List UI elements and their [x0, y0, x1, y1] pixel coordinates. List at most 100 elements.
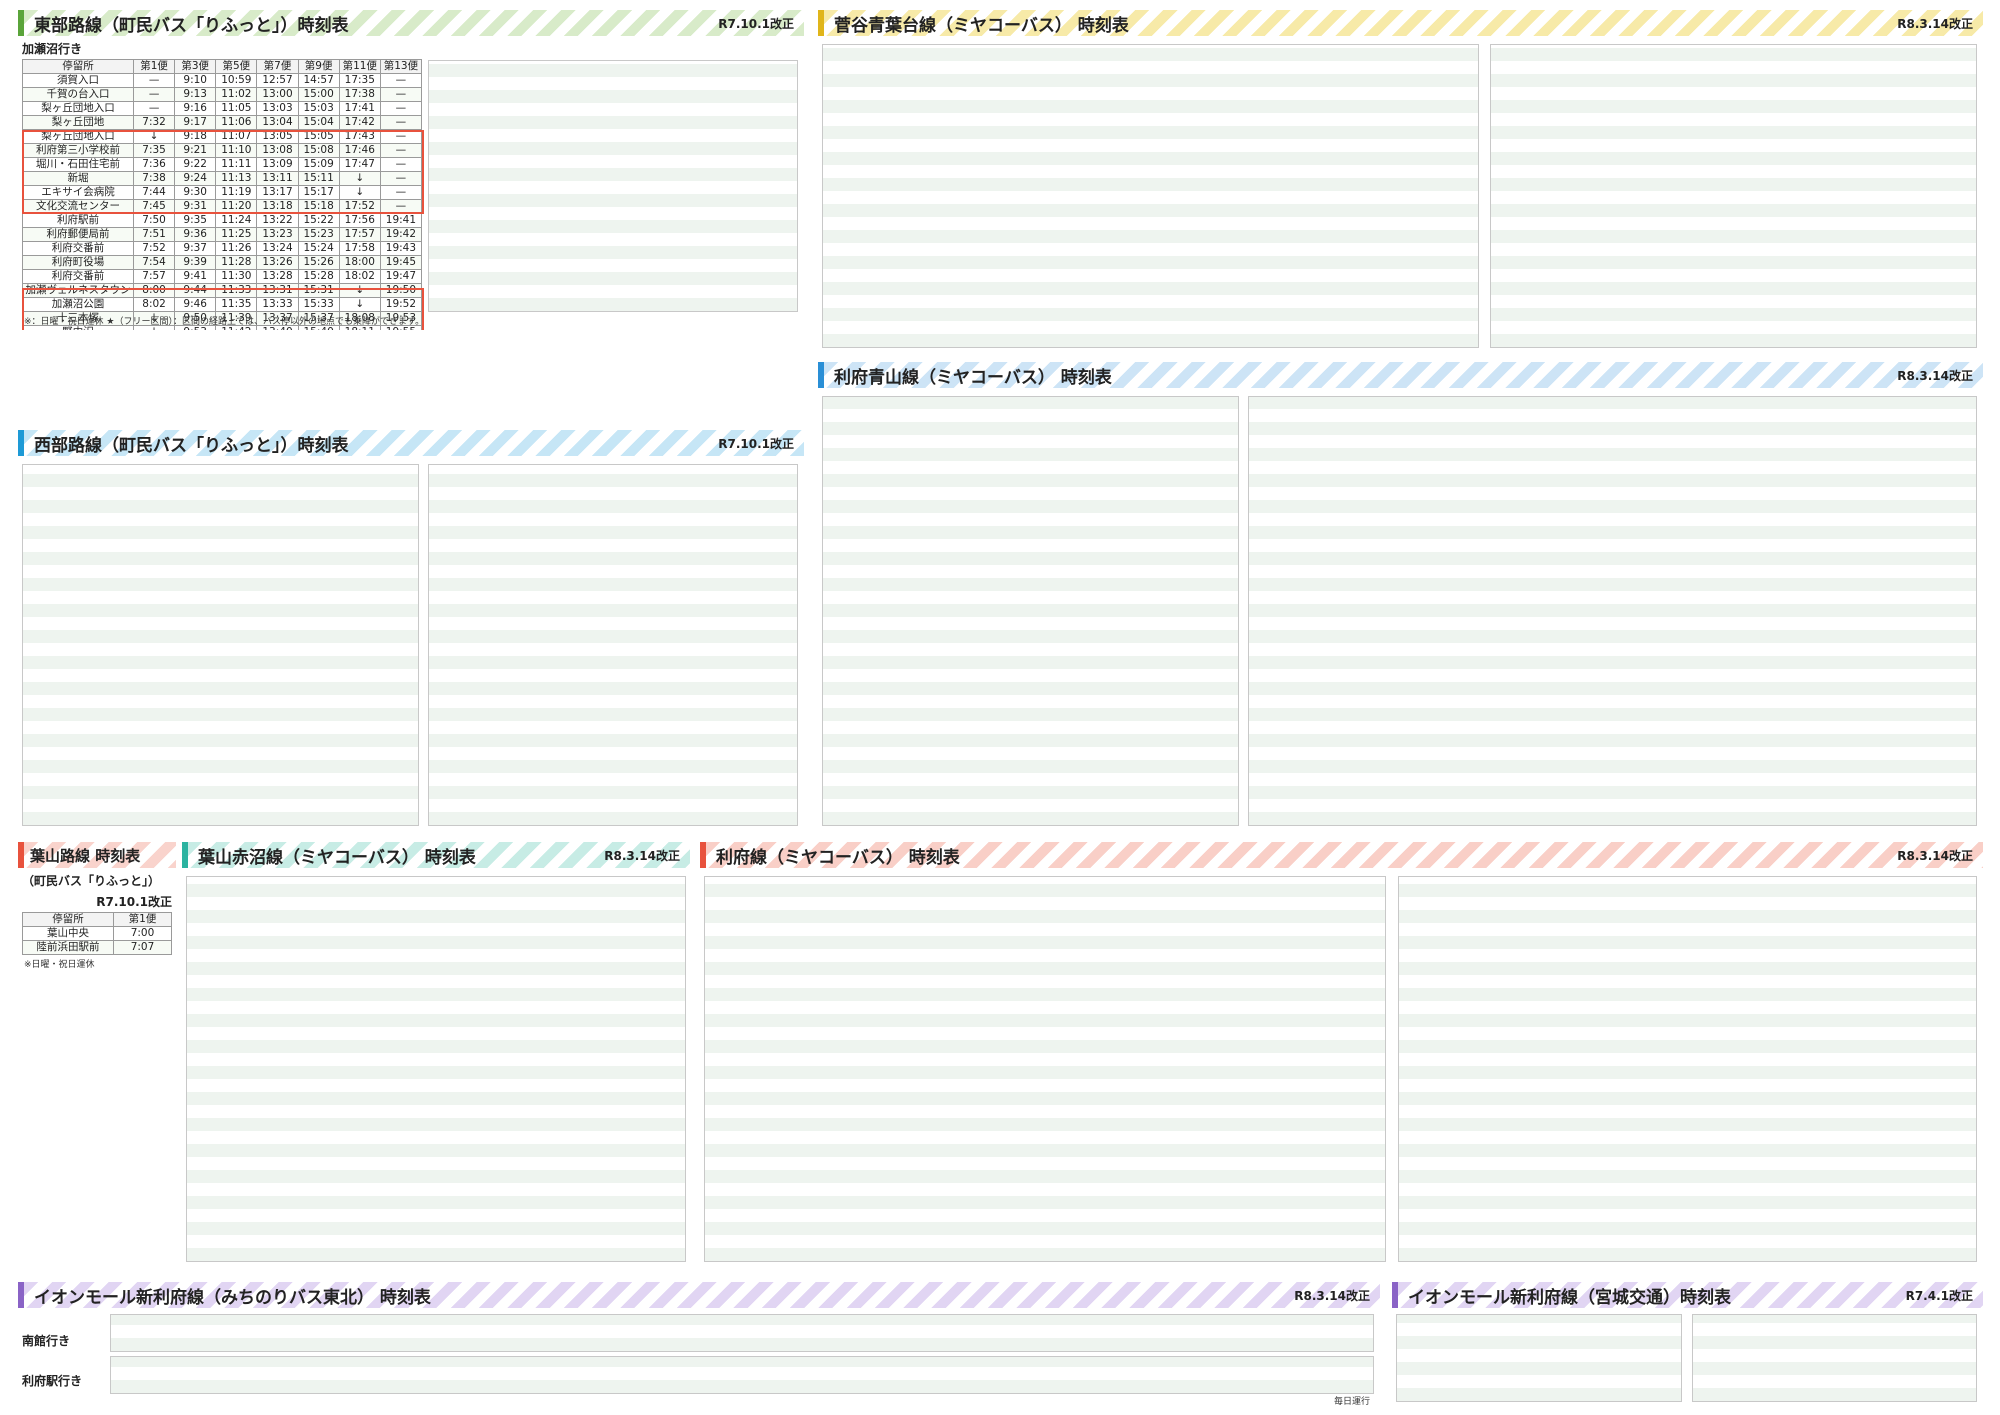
departure-time: 13:23: [256, 227, 299, 242]
departure-time: 13:31: [256, 283, 299, 298]
tobu-table-wrap: 停留所 第1便 第3便 第5便 第7便 第9便 第11便 第13便 須賀入口 —9:10 10:5…: [22, 59, 424, 330]
tobu-revision: R7.10.1改正: [718, 16, 794, 31]
seibu-section: 西部路線（町民バス「りふっと」）時刻表 R7.10.1改正: [18, 430, 804, 830]
departure-time: ↓: [132, 129, 176, 144]
departure-time: 13:18: [256, 199, 299, 214]
departure-time: —: [379, 87, 423, 102]
table-row: 梨ヶ丘団地入口 —9:16 11:05 13:03 15:03 17:41—: [22, 101, 423, 116]
stop-name: 利府第三小学校前: [22, 143, 134, 158]
departure-time: 13:22: [256, 213, 299, 228]
departure-time: ↓: [132, 311, 176, 326]
hayama-title-band: 葉山路線 時刻表: [18, 842, 176, 868]
departure-time: 17:43: [338, 129, 381, 144]
departure-time: 19:45: [379, 255, 423, 270]
table-row: 葉山中央 7:00: [22, 926, 172, 941]
departure-time: 19:52: [379, 297, 423, 312]
departure-time: 11:33: [215, 283, 258, 298]
departure-time: 7:38: [132, 171, 176, 186]
timetable: [428, 464, 798, 826]
departure-time: 12:57: [256, 73, 299, 88]
tobu-section: 東部路線（町民バス「りふっと」）時刻表 R7.10.1改正 加瀬沼行き 停留所第…: [18, 10, 804, 330]
departure-time: 9:21: [174, 143, 217, 158]
tobu-timetable: 停留所 第1便 第3便 第5便 第7便 第9便 第11便 第13便 須賀入口 —9:10 10:5…: [22, 59, 423, 330]
departure-time: 7:57: [132, 269, 176, 284]
departure-time: 11:11: [215, 157, 258, 172]
table-row: 利府駅前 7:50 9:35 11:24 13:22 15:22 17:56 19:41: [22, 213, 423, 228]
departure-time: 13:17: [256, 185, 299, 200]
hayama-subtitle: （町民バス「りふっと」）: [22, 874, 161, 888]
departure-time: 11:20: [215, 199, 258, 214]
table-row: 梨ヶ丘団地入口 ↓ 9:18 11:07 13:05 15:05 17:43—: [22, 129, 423, 144]
departure-time: 11:24: [215, 213, 258, 228]
departure-time: 8:00: [132, 283, 176, 298]
departure-time: 9:44: [174, 283, 217, 298]
hayama-section: 葉山路線 時刻表 （町民バス「りふっと」） R7.10.1改正 停留所 第1便 葉…: [18, 842, 176, 1002]
aeon-miyagi-section: イオンモール新利府線（宮城交通）時刻表 R7.4.1改正: [1392, 1282, 1983, 1407]
table-row: 加瀬ヴェルネスタウン 8:00 9:44 11:33 13:31 15:31 ↓ 19:50: [22, 283, 423, 298]
departure-time: 17:35: [338, 73, 381, 88]
departure-time: 9:39: [174, 255, 217, 270]
departure-time: 15:26: [297, 255, 340, 270]
departure-time: 15:18: [297, 199, 340, 214]
departure-time: 11:02: [215, 87, 258, 102]
departure-time: —: [379, 129, 423, 144]
timetable: [110, 1314, 1374, 1352]
departure-time: 11:10: [215, 143, 258, 158]
departure-time: 13:24: [256, 241, 299, 256]
aeon-footer: 毎日運行: [1333, 1397, 1370, 1407]
stop-name: 利府駅前: [22, 213, 134, 228]
stop-name: 利府交番前: [22, 269, 134, 284]
table-row: 利府郵便局前 7:51 9:36 11:25 13:23 15:23 17:57 19:42: [22, 227, 423, 242]
timetable: [1692, 1314, 1977, 1402]
departure-time: 15:05: [297, 129, 340, 144]
table-row: 利府第三小学校前 7:35 9:21 11:10 13:08 15:08 17:46—: [22, 143, 423, 158]
departure-time: 17:52: [338, 199, 381, 214]
table-row: 新堀 7:38 9:24 11:13 13:11 15:11 ↓ —: [22, 171, 423, 186]
aoyama-title: 利府青山線（ミヤコーバス） 時刻表: [834, 367, 1112, 388]
departure-time: 7:50: [132, 213, 176, 228]
departure-time: 19:41: [379, 213, 423, 228]
rifu-revision: R8.3.14改正: [1897, 848, 1973, 863]
departure-time: 17:47: [338, 157, 381, 172]
departure-time: 19:42: [379, 227, 423, 242]
stop-name: 陸前浜田駅前: [22, 940, 114, 955]
departure-time: 15:11: [297, 171, 340, 186]
tobu-title-band: 東部路線（町民バス「りふっと」）時刻表 R7.10.1改正: [18, 10, 804, 36]
column-header: 第9便: [297, 59, 340, 74]
seibu-revision: R7.10.1改正: [718, 436, 794, 451]
seibu-title: 西部路線（町民バス「りふっと」）時刻表: [34, 435, 349, 456]
departure-time: 19:47: [379, 269, 423, 284]
stop-name: 利府町役場: [22, 255, 134, 270]
departure-time: 11:28: [215, 255, 258, 270]
timetable: [1396, 1314, 1682, 1402]
departure-time: —: [379, 199, 423, 214]
departure-time: 11:05: [215, 101, 258, 116]
hayama-table-wrap: 停留所 第1便 葉山中央 7:00 陸前浜田駅前 7:07: [22, 912, 172, 955]
departure-time: 7:35: [132, 143, 176, 158]
hayamaakanuma-title: 葉山赤沼線（ミヤコーバス） 時刻表: [198, 847, 476, 868]
aeon-title: イオンモール新利府線（みちのりバス東北） 時刻表: [34, 1287, 431, 1308]
stop-name: 加瀬ヴェルネスタウン: [22, 283, 134, 298]
departure-time: 9:35: [174, 213, 217, 228]
departure-time: 15:08: [297, 143, 340, 158]
departure-time: 7:45: [132, 199, 176, 214]
table-row: 堀川・石田住宅前 7:36 9:22 11:11 13:09 15:09 17:47—: [22, 157, 423, 172]
departure-time: 9:36: [174, 227, 217, 242]
hayama-revision: R7.10.1改正: [96, 895, 172, 909]
stop-name: 十三本塚: [22, 311, 134, 326]
sugaya-title-band: 菅谷青葉台線（ミヤコーバス） 時刻表 R8.3.14改正: [818, 10, 1983, 36]
departure-time: 7:07: [113, 940, 172, 955]
column-header: 停留所: [22, 912, 114, 927]
table-row: 利府町役場 7:54 9:39 11:28 13:26 15:26 18:00 19:45: [22, 255, 423, 270]
aeon-miyagi-title: イオンモール新利府線（宮城交通）時刻表: [1408, 1287, 1731, 1308]
departure-time: —: [132, 73, 176, 88]
departure-time: 19:43: [379, 241, 423, 256]
rifu-title: 利府線（ミヤコーバス） 時刻表: [716, 847, 960, 868]
departure-time: 11:06: [215, 115, 258, 130]
timetable: [1490, 44, 1977, 348]
departure-time: 15:09: [297, 157, 340, 172]
rifu-title-band: 利府線（ミヤコーバス） 時刻表 R8.3.14改正: [700, 842, 1983, 868]
departure-time: ↓: [338, 283, 381, 298]
timetable: [704, 876, 1386, 1262]
sugaya-revision: R8.3.14改正: [1897, 16, 1973, 31]
